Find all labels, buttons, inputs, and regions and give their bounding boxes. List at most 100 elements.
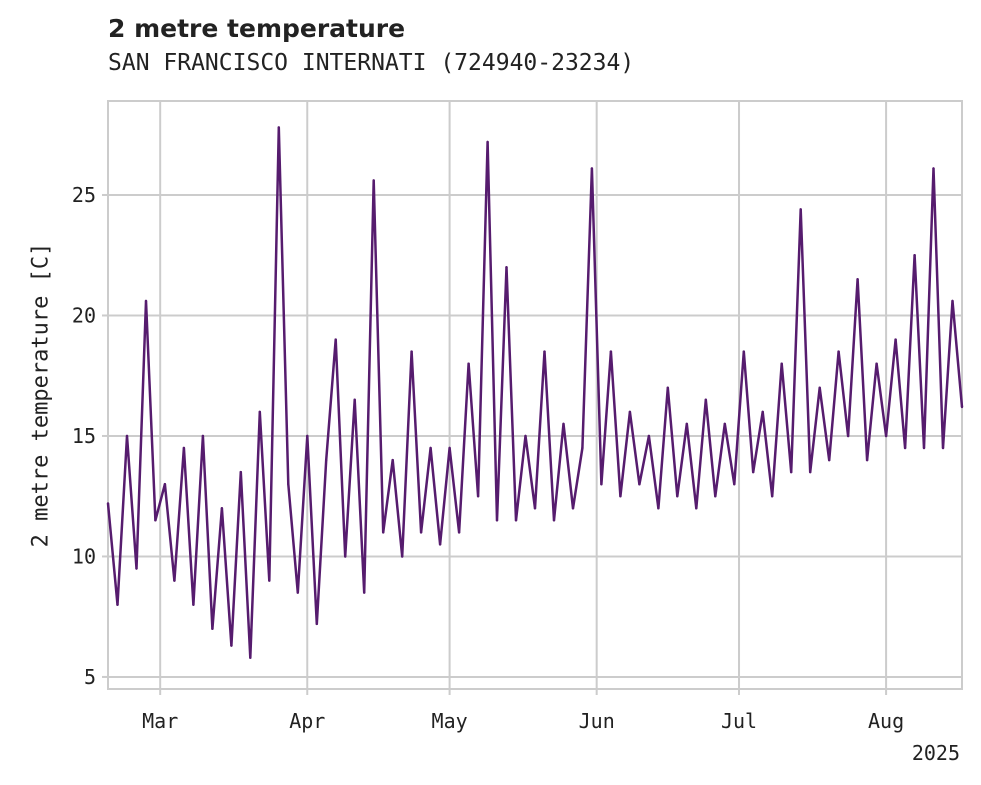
data-point (647, 434, 651, 438)
data-point (780, 362, 783, 365)
data-point (467, 362, 470, 365)
data-point (846, 434, 850, 438)
data-point (761, 410, 764, 414)
data-point (277, 126, 280, 129)
data-point (495, 519, 499, 522)
data-point (818, 386, 821, 389)
data-point (514, 519, 518, 522)
data-point (676, 495, 679, 498)
data-point (353, 398, 356, 401)
x-tick-label: Jul (721, 709, 757, 733)
data-point (790, 470, 793, 474)
x-axis-year-label: 2025 (912, 741, 960, 765)
data-point (438, 543, 442, 546)
data-point (448, 446, 451, 450)
data-point (609, 350, 613, 353)
data-point (590, 167, 594, 170)
data-point (287, 483, 290, 486)
data-point (733, 483, 736, 486)
x-tick-label: Aug (868, 709, 904, 733)
data-point (106, 502, 110, 505)
data-point (685, 422, 688, 426)
data-point (533, 507, 537, 510)
data-point (249, 656, 252, 659)
data-point (638, 483, 641, 486)
data-point (828, 458, 831, 462)
data-point (476, 495, 480, 498)
data-point (315, 622, 318, 626)
data-point (695, 507, 698, 510)
data-point (704, 398, 707, 401)
data-point (382, 531, 385, 534)
y-tick-label: 20 (72, 303, 96, 327)
data-point (457, 531, 461, 534)
data-point (372, 179, 375, 182)
data-point (391, 458, 394, 462)
data-point (875, 362, 878, 365)
data-point (220, 507, 224, 510)
data-point (799, 208, 802, 211)
data-point (182, 446, 186, 450)
data-point (894, 338, 897, 341)
data-point (363, 591, 366, 594)
x-tick-label: May (432, 709, 468, 733)
data-point (306, 434, 309, 438)
data-point (865, 458, 869, 462)
y-tick-label: 5 (84, 665, 96, 689)
chart-subtitle: SAN FRANCISCO INTERNATI (724940-23234) (108, 50, 635, 76)
data-point (505, 266, 508, 269)
data-point (752, 470, 755, 474)
temperature-line (106, 126, 964, 659)
data-point (486, 140, 489, 144)
chart-title: 2 metre temperature (108, 14, 406, 43)
data-point (192, 603, 195, 606)
data-point (543, 350, 546, 353)
data-point (239, 470, 242, 474)
data-point (960, 405, 964, 409)
y-tick-label: 10 (72, 544, 96, 568)
data-point (714, 495, 717, 498)
data-point (913, 254, 916, 257)
x-tick-label: Apr (289, 709, 325, 733)
data-point (419, 531, 423, 534)
data-point (581, 446, 584, 450)
data-point (334, 338, 337, 341)
y-axis-label: 2 metre temperature [C] (29, 243, 54, 548)
data-point (268, 579, 271, 582)
data-point (856, 278, 859, 281)
data-point (163, 483, 167, 486)
data-point (657, 507, 660, 510)
data-point (571, 507, 575, 510)
data-point (258, 410, 261, 414)
grid-lines (108, 101, 962, 689)
data-point (771, 495, 774, 498)
data-point (230, 644, 233, 647)
data-point (837, 350, 840, 353)
data-point (723, 422, 726, 426)
data-point (144, 299, 148, 303)
axis-ticks: 5 10 15 20 25 Mar Apr May Jun Jul Aug (72, 183, 904, 733)
data-point (116, 603, 119, 606)
data-point (429, 446, 432, 450)
data-point (619, 495, 622, 498)
data-point (201, 434, 205, 438)
data-point (173, 579, 176, 582)
data-point (884, 434, 888, 438)
data-point (296, 591, 299, 594)
data-point (125, 434, 129, 438)
data-point (211, 627, 214, 630)
y-tick-label: 25 (72, 183, 96, 207)
series-layer (106, 126, 964, 659)
data-point (903, 446, 907, 450)
data-point (951, 299, 954, 303)
data-point (600, 483, 603, 486)
data-point (410, 350, 413, 353)
data-point (628, 410, 632, 414)
data-point (742, 350, 745, 353)
data-point (135, 567, 138, 570)
x-tick-label: Jun (579, 709, 615, 733)
data-point (941, 446, 945, 450)
data-point (344, 555, 347, 558)
data-point (401, 555, 404, 558)
